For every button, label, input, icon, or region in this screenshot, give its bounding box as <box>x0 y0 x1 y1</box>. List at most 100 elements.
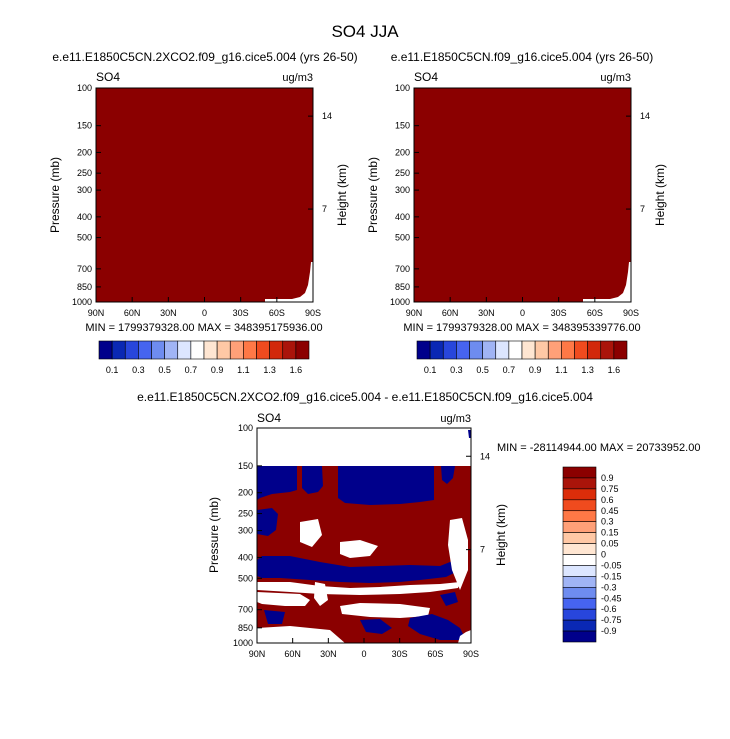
colorbar-label: 0.5 <box>476 365 489 375</box>
colorbar-swatch <box>416 340 431 360</box>
y-tick-label: 300 <box>238 526 253 536</box>
x-tick-label: 30S <box>392 649 408 659</box>
y-tick-label: 400 <box>395 212 410 222</box>
colorbar-swatch <box>562 543 597 555</box>
x-tick-label: 60N <box>124 308 141 318</box>
region-negative <box>302 466 323 494</box>
colorbar-swatch <box>98 340 113 360</box>
x-tick-label: 0 <box>520 308 525 318</box>
y2-tick-label: 14 <box>322 111 332 121</box>
colorbar-swatch <box>562 597 597 610</box>
y-axis-label: Pressure (mb) <box>366 157 380 233</box>
colorbar-label: -0.3 <box>601 582 617 592</box>
colorbar-label: 0.5 <box>158 365 171 375</box>
region-neutral <box>257 428 471 466</box>
colorbar-swatch <box>561 340 575 360</box>
panel-right-label: ug/m3 <box>282 72 313 84</box>
colorbar-label: 0.3 <box>132 365 145 375</box>
panel-right-label: ug/m3 <box>600 72 631 84</box>
y-tick-label: 100 <box>238 423 253 433</box>
colorbar-swatch <box>190 340 205 360</box>
y-tick-label: 200 <box>238 488 253 498</box>
y-tick-label: 250 <box>238 509 253 519</box>
y-tick-label: 1000 <box>72 297 92 307</box>
panel-2xco2: e.e11.E1850C5CN.2XCO2.f09_g16.cice5.004 … <box>48 50 358 375</box>
colorbar-swatch <box>562 608 597 621</box>
y-tick-label: 100 <box>395 83 410 93</box>
region-negative <box>264 610 285 624</box>
y-tick-label: 850 <box>395 282 410 292</box>
colorbar-swatch <box>495 340 510 360</box>
colorbar-label: 0.1 <box>106 365 119 375</box>
colorbar-label: 0.9 <box>211 365 224 375</box>
colorbar-swatch <box>216 340 231 360</box>
colorbar-swatch <box>269 340 284 360</box>
y-tick-label: 200 <box>395 147 410 157</box>
x-tick-label: 30S <box>551 308 567 318</box>
colorbar-swatch <box>521 340 536 360</box>
colorbar-label: 1.1 <box>555 365 568 375</box>
colorbar: 0.90.750.60.450.30.150.050-0.05-0.15-0.3… <box>562 466 622 643</box>
region-neutral <box>300 519 322 547</box>
region-negative <box>360 619 392 634</box>
region-neutral <box>257 582 460 595</box>
region-negative <box>257 508 278 536</box>
y-tick-label: 500 <box>395 233 410 243</box>
x-axis: 90N 60N 30N 0 30S 60S 90S <box>88 297 321 318</box>
colorbar-swatch <box>562 466 597 479</box>
colorbar-swatch <box>534 340 549 360</box>
x-tick-label: 0 <box>361 649 366 659</box>
x-tick-label: 90S <box>463 649 479 659</box>
no-data-region <box>583 262 631 302</box>
region-neutral <box>257 592 310 606</box>
colorbar-swatch <box>574 340 588 360</box>
y-axis: 100 150 200 250 300 400 500 700 850 1000 <box>390 83 419 307</box>
panel-control: e.e11.E1850C5CN.f09_g16.cice5.004 (yrs 2… <box>366 50 667 375</box>
x-axis: 90N 60N 30N 0 30S 60S 90S <box>406 297 639 318</box>
y2-axis: 14 7 <box>626 111 650 214</box>
colorbar-swatch <box>138 340 152 360</box>
colorbar-swatch <box>295 340 310 360</box>
y-tick-label: 150 <box>395 121 410 131</box>
colorbar-label: 1.1 <box>237 365 250 375</box>
y-tick-label: 500 <box>238 573 253 583</box>
region-negative <box>441 466 455 484</box>
colorbar: 0.1 0.3 0.5 0.7 0.9 1.1 1.3 1.6 <box>98 340 310 375</box>
y-tick-label: 150 <box>77 121 92 131</box>
y2-axis: 14 7 <box>308 111 332 214</box>
colorbar-swatch <box>429 340 444 360</box>
x-tick-label: 60S <box>269 308 285 318</box>
colorbar-label: 0.3 <box>601 517 614 527</box>
colorbar-swatch <box>562 554 597 566</box>
x-tick-label: 60S <box>427 649 443 659</box>
colorbar-swatch <box>600 340 615 360</box>
y-tick-label: 250 <box>77 168 92 178</box>
colorbar-swatch <box>562 565 597 577</box>
y-tick-label: 400 <box>77 212 92 222</box>
y-tick-label: 250 <box>395 168 410 178</box>
x-tick-label: 60N <box>284 649 301 659</box>
colorbar-label: -0.05 <box>601 560 622 570</box>
y-tick-label: 1000 <box>233 638 253 648</box>
colorbar-label: 0.1 <box>424 365 437 375</box>
colorbar-label: 0.05 <box>601 539 619 549</box>
x-tick-label: 30N <box>160 308 177 318</box>
heatmap-fill <box>96 88 313 302</box>
y-tick-label: 100 <box>77 83 92 93</box>
colorbar-label: -0.45 <box>601 593 622 603</box>
x-tick-label: 90S <box>623 308 639 318</box>
colorbar-swatch <box>282 340 297 360</box>
y-tick-label: 700 <box>238 605 253 615</box>
panel-title: e.e11.E1850C5CN.f09_g16.cice5.004 (yrs 2… <box>391 50 654 64</box>
colorbar-swatch <box>151 340 165 360</box>
stats-text: MIN = 1799379328.00 MAX = 348395175936.0… <box>85 322 322 334</box>
colorbar-swatch <box>124 340 139 360</box>
x-tick-label: 90N <box>249 649 266 659</box>
colorbar-swatch <box>256 340 270 360</box>
y2-tick-label: 7 <box>322 204 327 214</box>
colorbar-label: 1.3 <box>581 365 594 375</box>
colorbar-swatch <box>469 340 483 360</box>
region-negative <box>440 592 458 606</box>
no-data-region <box>458 630 471 643</box>
